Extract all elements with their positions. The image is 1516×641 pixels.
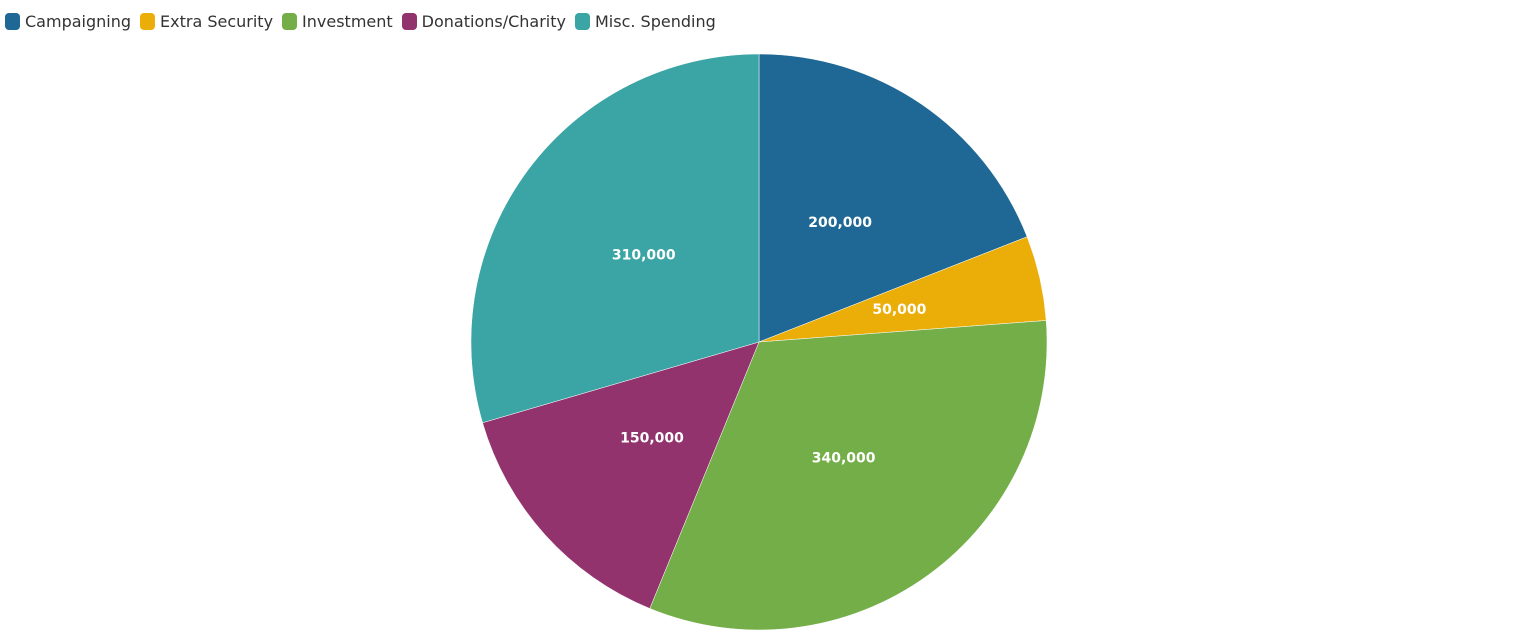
- pie-slice-campaigning[interactable]: [758, 53, 1028, 343]
- legend-label: Misc. Spending: [594, 12, 716, 31]
- legend-label: Donations/Charity: [421, 12, 566, 31]
- legend-swatch: [140, 13, 156, 30]
- pie-slice-misc-spending[interactable]: [470, 53, 760, 424]
- legend-swatch: [574, 13, 590, 30]
- slice-data-label: 50,000: [872, 302, 926, 318]
- pie-slice-investment[interactable]: [649, 320, 1048, 631]
- legend-label: Investment: [302, 12, 393, 31]
- legend-label: Extra Security: [160, 12, 274, 31]
- legend-swatch: [5, 13, 20, 30]
- legend-label: Campaigning: [25, 12, 132, 31]
- legend-swatch: [282, 13, 298, 30]
- pie-slice-donations-charity[interactable]: [482, 341, 760, 609]
- slice-data-label: 310,000: [612, 248, 676, 264]
- legend-item-campaigning[interactable]: Campaigning: [5, 12, 131, 31]
- legend-item-extra-security[interactable]: Extra Security: [140, 12, 273, 31]
- legend-item-donations-charity[interactable]: Donations/Charity: [401, 12, 566, 31]
- slice-data-label: 340,000: [812, 450, 876, 466]
- legend-item-investment[interactable]: Investment: [282, 12, 393, 31]
- legend-item-misc-spending[interactable]: Misc. Spending: [574, 12, 716, 31]
- legend-swatch: [401, 13, 417, 30]
- slice-data-label: 200,000: [808, 215, 872, 231]
- slice-data-label: 150,000: [620, 430, 684, 446]
- chart-legend: Campaigning Extra Security Investment Do…: [5, 12, 725, 31]
